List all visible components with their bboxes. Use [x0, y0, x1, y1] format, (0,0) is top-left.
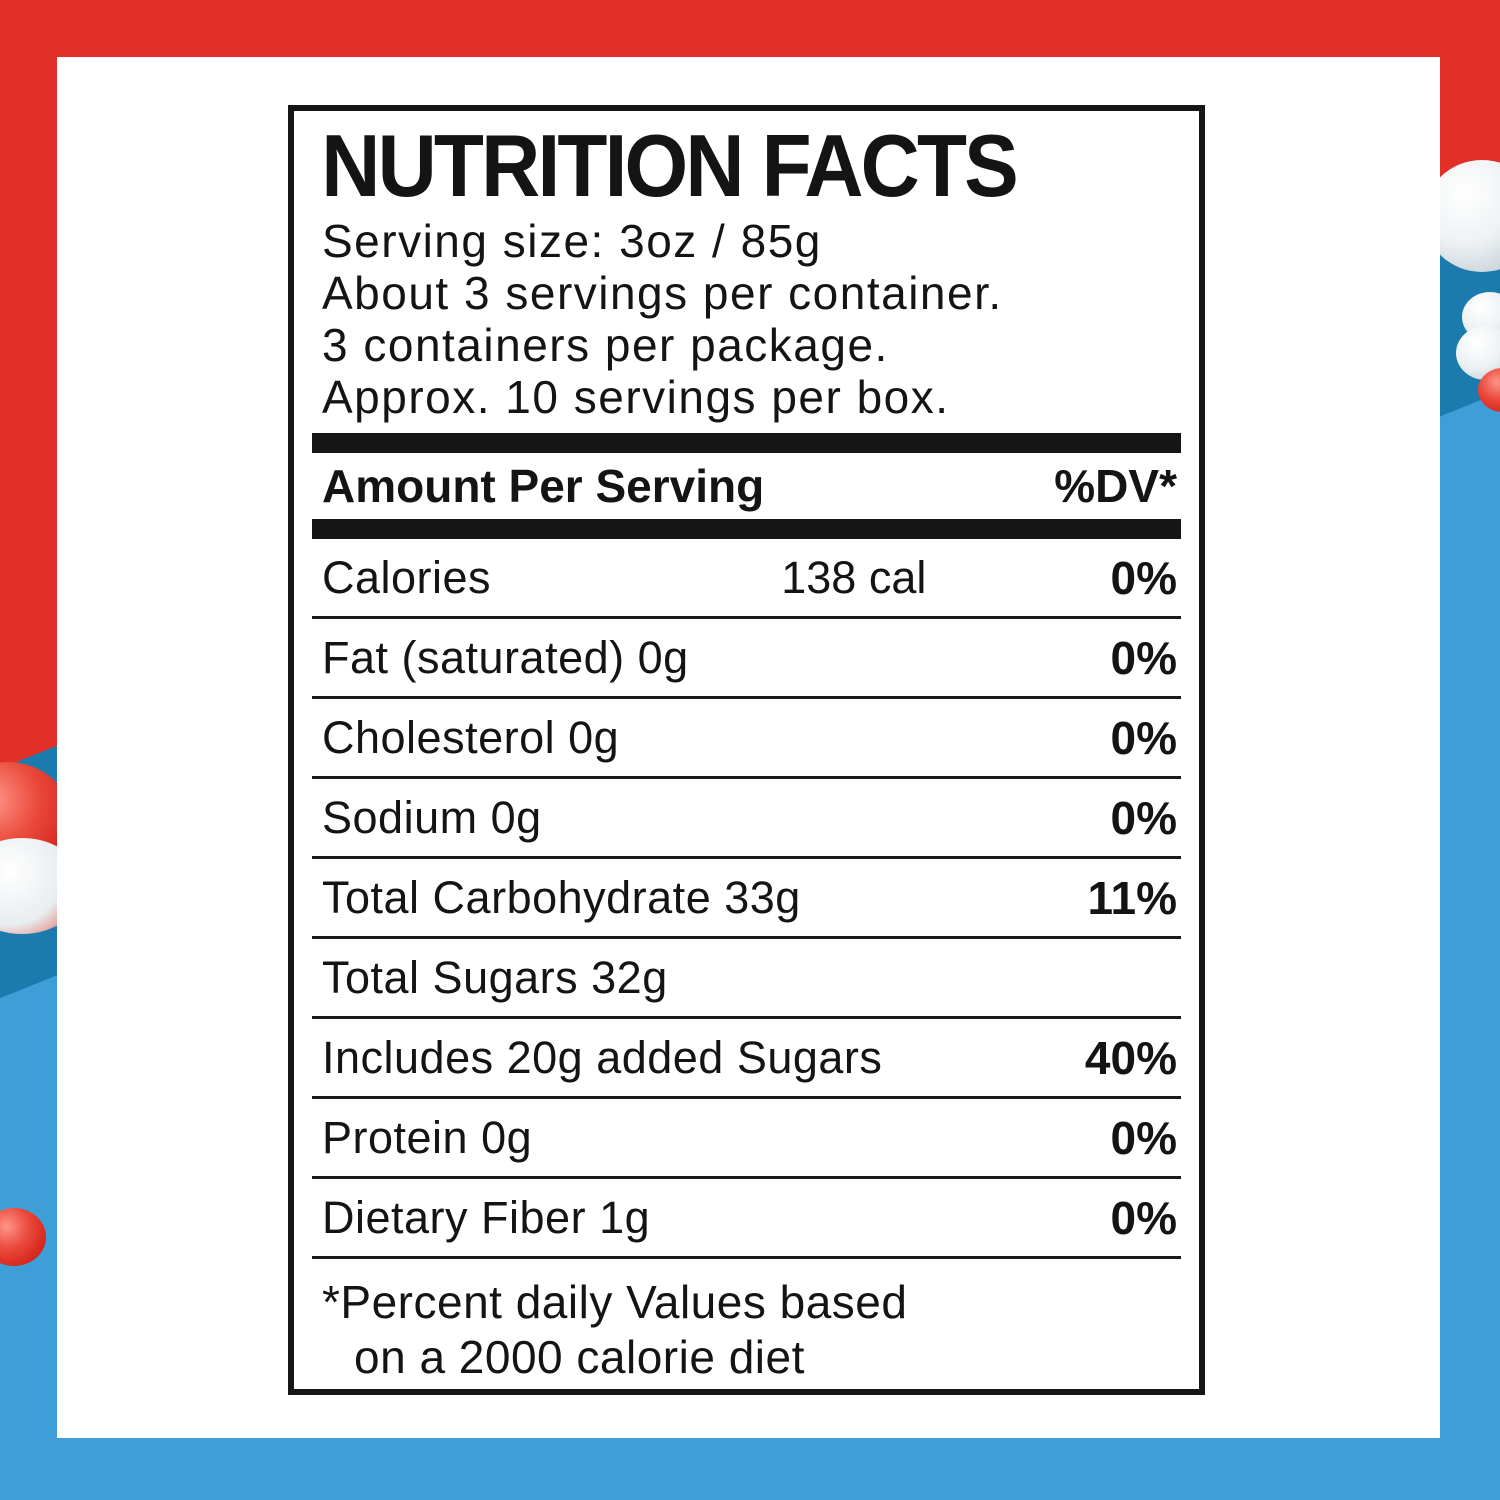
nutrient-dv: 40%	[1084, 1031, 1177, 1084]
candy-shape	[0, 1208, 46, 1266]
candy-shape	[1478, 368, 1500, 412]
nutrient-row: Cholesterol 0g 0%	[312, 699, 1181, 779]
nutrient-row: Sodium 0g 0%	[312, 779, 1181, 859]
nutrient-dv: 0%	[1110, 711, 1177, 764]
serving-info-line: Serving size: 3oz / 85g	[322, 215, 822, 267]
nutrient-dv: 0%	[1110, 791, 1177, 844]
nutrient-name: Cholesterol 0g	[322, 711, 620, 763]
nutrient-row: Dietary Fiber 1g 0%	[312, 1179, 1181, 1259]
nutrient-name: Protein 0g	[322, 1111, 533, 1163]
nutrient-name: Dietary Fiber 1g	[322, 1191, 651, 1243]
nutrient-row: Total Carbohydrate 33g 11%	[312, 859, 1181, 939]
nutrient-row: Protein 0g 0%	[312, 1099, 1181, 1179]
nutrient-name: Total Carbohydrate 33g	[322, 871, 801, 923]
nutrient-name: Calories	[322, 551, 492, 603]
nutrient-amount: 138 cal	[781, 551, 927, 603]
divider-thick-bottom	[312, 519, 1181, 539]
percent-dv-header: %DV*	[1054, 460, 1177, 512]
divider-thick-top	[312, 433, 1181, 453]
nutrient-row: Total Sugars 32g	[312, 939, 1181, 1019]
serving-info-line: 3 containers per package.	[322, 319, 889, 371]
nutrient-dv: 0%	[1110, 1191, 1177, 1244]
nutrient-name: Total Sugars 32g	[322, 951, 668, 1003]
serving-info-line: Approx. 10 servings per box.	[322, 371, 950, 423]
nutrient-name: Sodium 0g	[322, 791, 542, 843]
nutrient-row: Includes 20g added Sugars 40%	[312, 1019, 1181, 1099]
nutrient-rows: Calories 138 cal 0% Fat (saturated) 0g 0…	[312, 539, 1181, 1259]
footnote-line: *Percent daily Values based	[322, 1276, 908, 1328]
serving-info-line: About 3 servings per container.	[322, 267, 1003, 319]
nutrient-row: Calories 138 cal 0%	[312, 539, 1181, 619]
nutrition-label: NUTRITION FACTS Serving size: 3oz / 85g …	[288, 105, 1205, 1395]
white-panel: NUTRITION FACTS Serving size: 3oz / 85g …	[57, 57, 1440, 1438]
nutrient-name: Fat (saturated) 0g	[322, 631, 689, 683]
nutrient-dv: 0%	[1110, 551, 1177, 604]
nutrient-dv: 0%	[1110, 631, 1177, 684]
daily-value-footnote: *Percent daily Values based on a 2000 ca…	[312, 1259, 1181, 1385]
nutrient-dv: 11%	[1087, 871, 1177, 924]
footnote-line: on a 2000 calorie diet	[354, 1331, 805, 1383]
column-header-row: Amount Per Serving %DV*	[312, 453, 1181, 519]
nutrition-facts-title: NUTRITION FACTS	[321, 116, 1018, 215]
amount-per-serving-header: Amount Per Serving	[322, 460, 765, 512]
nutrient-row: Fat (saturated) 0g 0%	[312, 619, 1181, 699]
nutrient-dv: 0%	[1110, 1111, 1177, 1164]
nutrient-name: Includes 20g added Sugars	[322, 1031, 883, 1083]
serving-info: Serving size: 3oz / 85g About 3 servings…	[312, 215, 1181, 423]
